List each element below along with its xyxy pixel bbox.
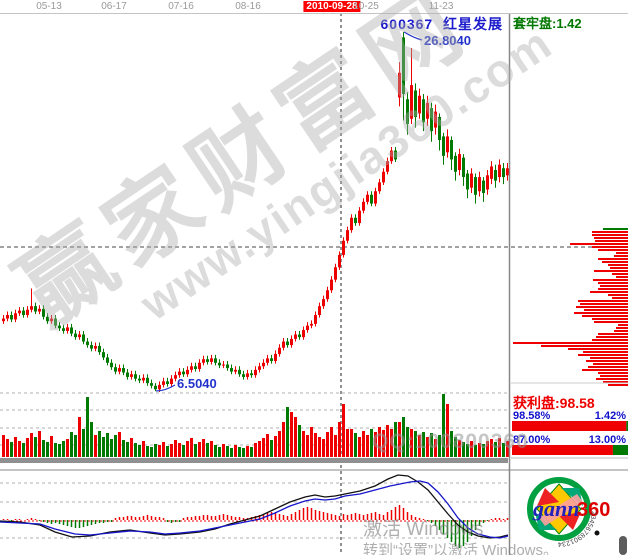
logo-text-gann: gann	[532, 496, 579, 521]
low-price-annotation: 6.5040	[177, 376, 217, 391]
volume-bars-layer	[2, 394, 509, 457]
date-tick[interactable]: 11-23	[428, 1, 454, 12]
stock-name: 红星发展	[443, 16, 503, 32]
stock-title: 600367 红星发展	[0, 14, 503, 34]
high-price-annotation: 26.8040	[424, 33, 471, 48]
profit-row2-right: 13.00%	[588, 434, 626, 446]
profit-row1-left: 98.58%	[513, 410, 551, 422]
scrollbar-thumb[interactable]	[619, 536, 627, 555]
macd-layer	[0, 474, 509, 548]
date-tick[interactable]: 06-17	[101, 1, 127, 12]
annotation-pointers-layer	[155, 31, 423, 392]
profit-row2-left: 87.00%	[513, 434, 551, 446]
trapped-ratio-label: 套牢盘:1.42	[513, 16, 582, 31]
marked-date-label[interactable]: 2010-09-28	[303, 1, 361, 12]
chip-distribution-layer	[513, 228, 628, 386]
profit-row1-right: 1.42%	[594, 410, 626, 422]
profit-ratio-label: 获利盘:98.58	[513, 395, 595, 411]
gann360-logo: gann 360 23456789012345678901234567890	[523, 472, 610, 547]
date-tick[interactable]: 08-16	[235, 1, 261, 12]
date-tick[interactable]: 10-25	[353, 1, 379, 12]
profit-ratio-bars-layer	[511, 382, 628, 455]
date-tick[interactable]: 07-16	[168, 1, 194, 12]
candles-layer	[2, 32, 509, 392]
logo-text-360: 360	[577, 499, 610, 521]
stock-code: 600367	[380, 16, 434, 32]
date-tick[interactable]: 05-13	[36, 1, 62, 12]
date-axis[interactable]: 05-13 06-17 07-16 08-16 2010-09-28 10-25 11-23	[0, 0, 628, 14]
